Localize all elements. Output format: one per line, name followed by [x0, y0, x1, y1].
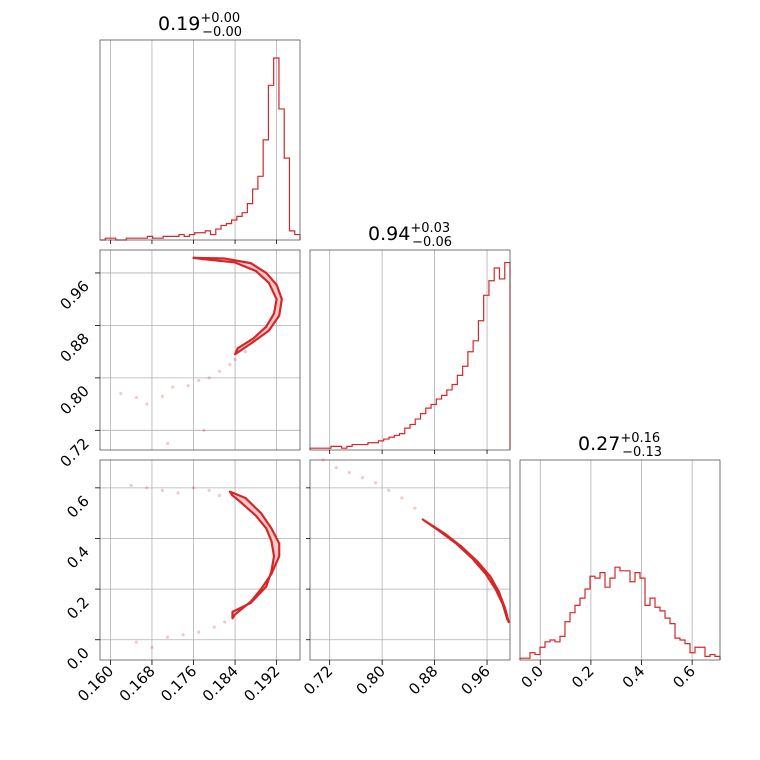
x-tick-label: 0.184 [199, 662, 242, 705]
sample-point [165, 441, 170, 446]
sample-point [243, 350, 248, 354]
sample-point [134, 640, 138, 644]
sample-point [145, 402, 149, 406]
title-lower-error: −0.00 [202, 25, 242, 40]
y-axis-2: 0.0 0.2 0.4 0.6 [63, 487, 100, 674]
y-tick-label: 0.6 [63, 492, 93, 522]
sample-point [176, 491, 180, 495]
sample-point [207, 488, 211, 492]
histogram-panel-0: 0.19+0.00 −0.00 [99, 11, 301, 241]
x-tick-label: 0.176 [157, 662, 200, 705]
density-contour [228, 490, 281, 620]
histogram-1 [309, 261, 511, 450]
y-tick-label: 0.80 [56, 382, 92, 418]
scatter-panel-1-2 [309, 458, 511, 661]
scatter-panel-0-1 [99, 249, 301, 451]
x-tick-label: 0.192 [240, 662, 283, 705]
sample-point [160, 488, 164, 492]
title-value: 0.27 [578, 433, 620, 455]
title-lower-error: −0.13 [622, 445, 662, 460]
sample-point [223, 620, 227, 624]
x-tick-label: 0.168 [116, 662, 159, 705]
sample-point [171, 385, 175, 389]
sample-point [400, 496, 404, 500]
sample-point [145, 486, 149, 490]
y-axis-1: 0.72 0.80 0.88 0.96 [56, 272, 100, 471]
x-axis-1: 0.72 0.80 0.88 0.96 [300, 660, 494, 698]
sample-point [207, 376, 211, 380]
sample-point [197, 378, 201, 383]
sample-point [347, 471, 351, 475]
inner-ticks [306, 487, 310, 641]
x-tick-label: 0.88 [405, 662, 441, 698]
axes-frame [309, 459, 511, 661]
title-lower-error: −0.06 [412, 235, 452, 250]
axes-frame [519, 459, 721, 661]
title-upper-error: +0.16 [620, 431, 660, 446]
title-value: 0.94 [368, 223, 410, 245]
histogram-title-1: 0.94+0.03 −0.06 [368, 221, 452, 250]
histogram-panel-2: 0.27+0.16 −0.13 [519, 431, 721, 661]
axes-frame [99, 39, 301, 241]
sample-point [228, 363, 232, 367]
sample-point [217, 369, 222, 373]
y-tick-label: 0.4 [63, 543, 93, 573]
sample-point [181, 633, 185, 637]
sample-point [360, 476, 365, 480]
axes-frame [99, 249, 301, 451]
sample-point [217, 493, 222, 498]
x-tick-label: 0.72 [300, 662, 336, 698]
sample-point [413, 506, 417, 510]
histogram-0 [100, 57, 301, 241]
scatter-panel-0-2 [99, 459, 301, 661]
sample-point [186, 384, 190, 388]
axes-frame [309, 249, 511, 451]
sample-point [165, 635, 170, 639]
y-tick-label: 0.2 [63, 593, 93, 623]
title-upper-error: +0.03 [410, 221, 450, 236]
inner-xticks-1 [329, 450, 488, 454]
sample-point [150, 645, 154, 649]
y-tick-label: 0.88 [56, 330, 92, 366]
histogram-2 [519, 566, 721, 660]
x-tick-label: 0.2 [568, 662, 598, 692]
sample-point [233, 357, 237, 362]
sample-point [119, 392, 123, 396]
axes-frame [99, 459, 301, 661]
sample-point [212, 625, 216, 629]
histogram-title-2: 0.27+0.16 −0.13 [578, 431, 662, 460]
y-tick-label: 0.72 [56, 434, 92, 470]
histogram-title-0: 0.19+0.00 −0.00 [158, 11, 242, 40]
x-tick-label: 0.6 [669, 662, 699, 692]
sample-point [134, 395, 138, 400]
density-contour [421, 518, 510, 624]
sample-point [191, 486, 196, 490]
y-tick-label: 0.96 [56, 277, 92, 313]
histogram-panel-1: 0.94+0.03 −0.06 [309, 221, 511, 451]
x-tick-label: 0.4 [619, 662, 649, 692]
x-tick-label: 0.0 [517, 662, 547, 692]
sample-point [373, 481, 378, 485]
x-axis-2: 0.0 0.2 0.4 0.6 [517, 660, 699, 692]
sample-point [160, 394, 164, 398]
sample-point [334, 465, 338, 470]
x-tick-label: 0.80 [353, 662, 389, 698]
sample-point [129, 483, 133, 487]
density-contour [192, 256, 283, 356]
inner-xticks-0 [109, 240, 278, 244]
sample-point [202, 428, 206, 432]
title-upper-error: +0.00 [200, 11, 240, 26]
y-tick-label: 0.0 [63, 644, 93, 674]
sample-point [387, 488, 391, 492]
title-value: 0.19 [158, 13, 200, 35]
sample-point [197, 630, 201, 634]
x-tick-label: 0.96 [458, 662, 494, 698]
